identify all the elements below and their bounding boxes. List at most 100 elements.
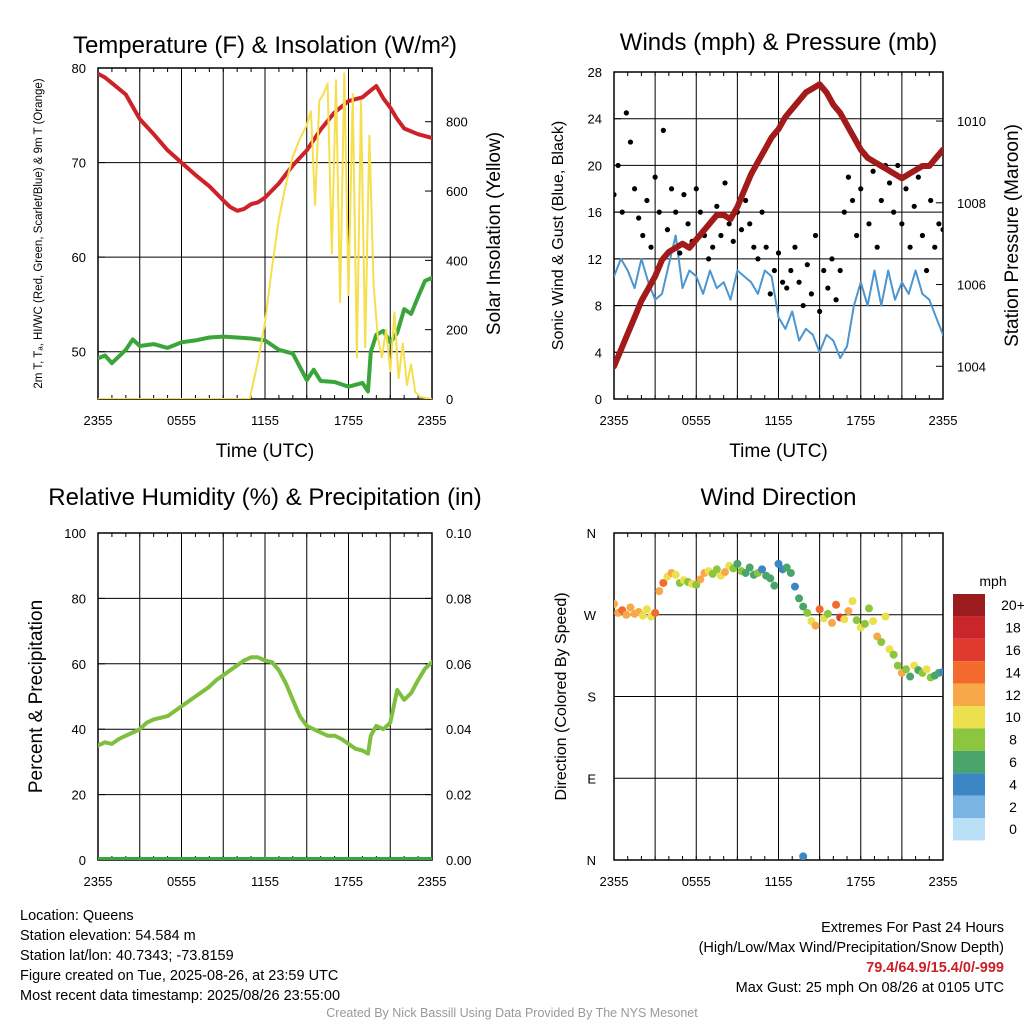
gust-point [891, 209, 897, 215]
max-gust-text: Max Gust: 25 mph On 08/26 at 0105 UTC [735, 980, 1004, 996]
legend-label: 20+ [1001, 597, 1024, 613]
wind-direction-point [860, 619, 869, 628]
created-text: Figure created on Tue, 2025-08-26, at 23… [20, 968, 339, 984]
legend-swatch [953, 795, 985, 818]
wind-direction-point [815, 605, 824, 614]
y-tick-label: 70 [72, 156, 86, 171]
elevation-text: Station elevation: 54.584 m [20, 928, 196, 944]
wind-direction-point [823, 609, 832, 618]
gust-point [895, 162, 901, 169]
legend-label: 2 [1009, 799, 1017, 815]
x-axis-label: Time (UTC) [216, 441, 315, 462]
y2-tick-label: 1006 [957, 278, 986, 293]
y-tick-label: 80 [72, 61, 86, 76]
gust-point [673, 209, 679, 215]
legend-swatch [953, 773, 985, 796]
wind-direction-point [901, 665, 910, 674]
location-text: Location: Queens [20, 908, 134, 924]
legend-swatch [953, 818, 985, 841]
y-axis-label: 2m T, Tₐ, HI/WC (Red, Green, Scarlet/Blu… [33, 78, 45, 388]
extremes-title: Extremes For Past 24 Hours [821, 920, 1004, 936]
2m-t-line [98, 71, 432, 213]
y2-tick-label: 400 [446, 253, 468, 268]
gust-point [738, 227, 745, 233]
gust-point [771, 267, 777, 274]
x-tick-label: 2355 [929, 874, 958, 889]
gust-point [767, 291, 773, 297]
y-tick-label: W [584, 608, 597, 623]
gust-point [821, 267, 827, 274]
wind-direction-point [786, 568, 795, 577]
wind-direction-point [774, 559, 783, 568]
gust-point [854, 232, 860, 239]
legend-label: 12 [1005, 687, 1021, 703]
x-tick-label: 2355 [84, 874, 113, 889]
wind-direction-point [655, 587, 664, 596]
wind-direction-point [671, 570, 680, 579]
wind-direction-point [642, 605, 651, 614]
gust-point [648, 244, 654, 250]
wind-direction-point [721, 568, 730, 577]
2m-td-line [98, 275, 432, 394]
wind-direction-point [869, 617, 878, 626]
gust-point [755, 256, 761, 262]
y-tick-label: 4 [595, 345, 602, 360]
gust-point [652, 174, 658, 180]
y-tick-label: 0 [595, 392, 602, 407]
wind-direction-point [758, 565, 767, 574]
gust-point [923, 267, 930, 274]
x-tick-label: 1755 [334, 413, 363, 428]
gust-point [656, 209, 662, 215]
wind-direction-point [877, 638, 886, 646]
gust-point [907, 244, 913, 250]
wind-direction-point [840, 615, 849, 624]
wind-direction-point [885, 645, 894, 654]
wind-direction-point [803, 608, 812, 617]
x-tick-label: 1155 [765, 413, 793, 428]
y-tick-label: E [587, 771, 596, 786]
wind-direction-point [622, 610, 631, 619]
y2-tick-label: 0.00 [446, 853, 471, 868]
wind-direction-point [922, 665, 931, 674]
legend-swatch [953, 661, 985, 684]
gust-point [788, 267, 794, 274]
y-axis-label: Sonic Wind & Gust (Blue, Black) [550, 121, 567, 350]
y-tick-label: 40 [72, 722, 86, 737]
wind-direction-point [614, 599, 618, 608]
wind-direction-point [799, 852, 808, 860]
wind-direction-point [745, 563, 754, 572]
gust-point [817, 308, 823, 315]
wind-direction-point [638, 611, 647, 620]
gust-point [899, 221, 905, 227]
legend-swatch [953, 728, 985, 751]
recent-data-text: Most recent data timestamp: 2025/08/26 2… [20, 988, 341, 1004]
y-tick-label: 60 [72, 250, 86, 265]
y-tick-label: 0 [79, 853, 86, 868]
y2-tick-label: 1004 [957, 359, 986, 374]
chart-title: Winds (mph) & Pressure (mb) [620, 29, 937, 56]
wind-direction-point [659, 578, 668, 587]
wind-direction-point [766, 574, 775, 583]
gust-point [693, 186, 699, 192]
gust-point [928, 197, 934, 204]
y-tick-label: 20 [588, 158, 602, 173]
gust-point [705, 256, 712, 262]
chart-title: Relative Humidity (%) & Precipitation (i… [48, 484, 481, 511]
legend-swatch [953, 706, 985, 729]
x-tick-label: 1155 [251, 874, 279, 889]
wind-direction-point [864, 604, 873, 613]
x-tick-label: 0555 [682, 874, 711, 889]
gust-point [615, 162, 621, 169]
extremes-panel: Extremes For Past 24 Hours (High/Low/Max… [699, 918, 1004, 998]
wind-direction-point [881, 612, 890, 621]
wind-direction-point [795, 594, 804, 603]
station-pressure-line [614, 81, 943, 370]
y-axis-label: Direction (Colored By Speed) [553, 592, 570, 800]
gust-point [792, 244, 798, 250]
gust-point [804, 262, 810, 268]
legend-title: mph [979, 573, 1006, 589]
gust-point [911, 203, 917, 209]
y-tick-label: 80 [72, 591, 86, 606]
x-tick-label: 1755 [846, 874, 875, 889]
wind-direction-point [893, 661, 902, 670]
